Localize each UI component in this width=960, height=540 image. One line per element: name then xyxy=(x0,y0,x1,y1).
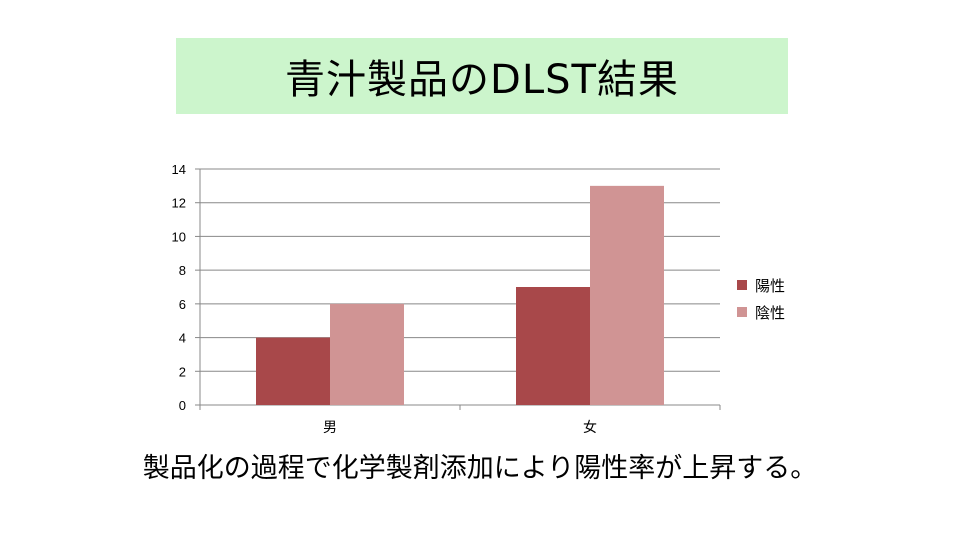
x-category-label: 男 xyxy=(323,420,337,436)
legend-label: 陰性 xyxy=(755,304,785,322)
y-tick-label: 0 xyxy=(179,398,186,413)
slide-caption: 製品化の過程で化学製剤添加により陽性率が上昇する。 xyxy=(142,453,818,484)
y-tick-label: 10 xyxy=(172,229,186,244)
bar-陰性 xyxy=(590,185,664,405)
y-tick-label: 14 xyxy=(172,162,186,177)
slide-title: 青汁製品のDLST結果 xyxy=(285,57,679,103)
y-tick-label: 2 xyxy=(179,364,186,379)
legend-label: 陽性 xyxy=(755,277,785,295)
x-axis: 男女 xyxy=(199,404,721,436)
y-tick-label: 12 xyxy=(172,196,186,211)
title-banner: 青汁製品のDLST結果 xyxy=(176,38,788,114)
y-tick-label: 8 xyxy=(179,263,186,278)
y-axis: 0 2 4 6 8 10 12 14 xyxy=(172,162,201,413)
y-tick-label: 4 xyxy=(179,331,186,346)
x-category-label: 女 xyxy=(583,419,597,436)
bar-陽性 xyxy=(256,337,330,405)
legend-swatch xyxy=(737,280,747,290)
bars xyxy=(256,185,664,405)
legend-swatch xyxy=(737,307,747,317)
bar-陽性 xyxy=(516,287,590,405)
y-tick-label: 6 xyxy=(179,297,186,312)
bar-陰性 xyxy=(330,303,404,405)
